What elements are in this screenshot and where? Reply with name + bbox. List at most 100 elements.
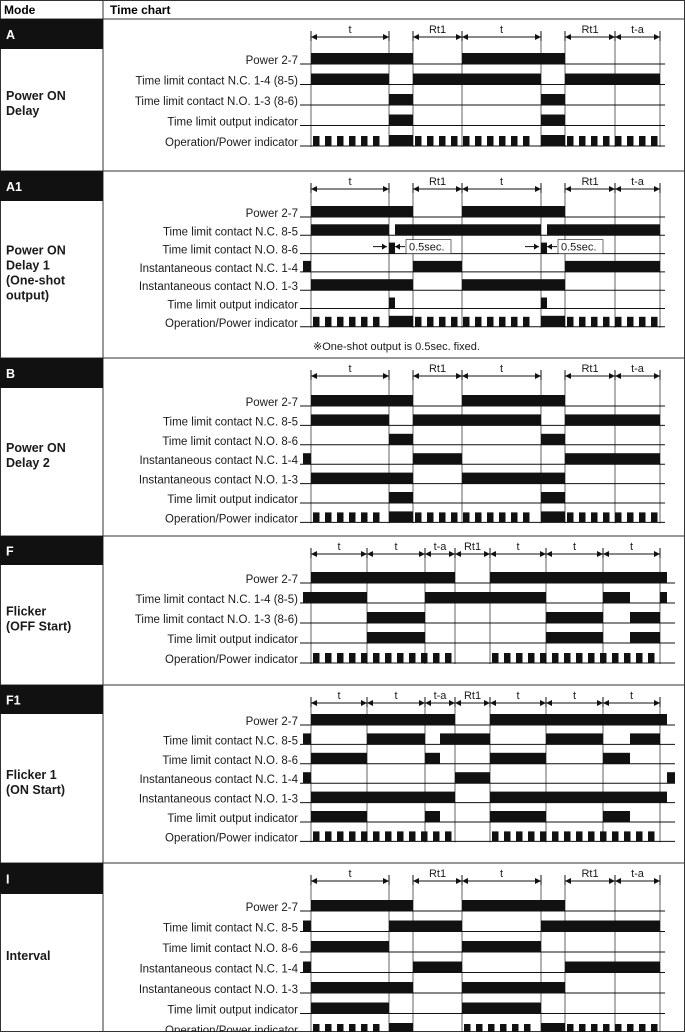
blink-pulse — [511, 316, 518, 327]
blink-pulse — [588, 653, 595, 663]
period-arrowhead — [456, 878, 462, 884]
period-label: t — [348, 868, 351, 880]
mode-name-line: (ON Start) — [6, 783, 65, 797]
signal-high-block — [565, 73, 660, 85]
blink-pulse — [603, 136, 610, 146]
signal-high-block — [462, 941, 541, 952]
blink-pulse — [373, 512, 380, 523]
signal-high-block — [311, 811, 367, 822]
period-arrowhead — [311, 700, 317, 706]
period-arrowhead — [535, 186, 541, 192]
blink-pulse — [492, 831, 499, 842]
signal-high-block — [311, 572, 455, 583]
period-arrowhead — [484, 551, 490, 557]
period-arrowhead — [615, 186, 621, 192]
blink-pulse — [475, 512, 482, 523]
oneshot-label: 0.5sec. — [409, 242, 444, 254]
signal-high-block — [565, 414, 660, 426]
mode-name-line: Power ON — [6, 441, 66, 455]
blink-pulse — [612, 831, 619, 842]
period-arrowhead — [535, 373, 541, 379]
blink-pulse — [492, 653, 499, 663]
blink-pulse — [567, 136, 574, 146]
blink-pulse — [325, 136, 332, 146]
blink-pulse — [504, 653, 511, 663]
signal-high-block — [490, 791, 667, 803]
period-arrowhead — [565, 34, 571, 40]
blink-pulse — [433, 831, 440, 842]
signal-high-block — [389, 297, 395, 309]
signal-label: Time limit contact N.C. 1-4 (8-5) — [135, 76, 298, 88]
signal-label: Power 2-7 — [246, 208, 298, 220]
period-label: t — [337, 690, 340, 702]
mode-tag: B — [6, 367, 15, 381]
signal-high-block — [413, 73, 541, 85]
blink-pulse — [648, 653, 655, 663]
blink-pulse — [487, 136, 494, 146]
blink-pulse — [445, 831, 452, 842]
period-arrowhead — [603, 551, 609, 557]
blink-pulse — [385, 653, 392, 663]
blink-pulse — [361, 136, 368, 146]
mode-name-line: Delay 2 — [6, 456, 50, 470]
period-arrowhead — [609, 34, 615, 40]
blink-pulse — [439, 316, 446, 327]
signal-high-block — [303, 733, 311, 745]
blink-pulse — [579, 316, 586, 327]
blink-pulse — [511, 136, 518, 146]
signal-high-block — [490, 592, 546, 603]
blink-pulse — [464, 1024, 471, 1032]
signal-high-block — [303, 920, 311, 932]
period-label: Rt1 — [464, 690, 481, 702]
signal-label: Instantaneous contact N.C. 1-4 — [139, 455, 298, 467]
blink-pulse — [552, 831, 559, 842]
period-arrowhead — [597, 700, 603, 706]
blink-pulse — [361, 316, 368, 327]
signal-high-block — [541, 492, 565, 503]
blink-pulse — [476, 1024, 483, 1032]
signal-label: Time limit contact N.O. 8-6 — [162, 436, 298, 448]
mode-tag: I — [6, 873, 9, 887]
mode-tag-box — [0, 863, 103, 894]
signal-label: Instantaneous contact N.O. 1-3 — [139, 281, 298, 293]
mode-tag-box — [0, 171, 103, 201]
signal-high-block — [389, 94, 413, 105]
blink-pulse — [588, 831, 595, 842]
blink-pulse — [397, 831, 404, 842]
period-label: t-a — [434, 541, 448, 553]
blink-pulse — [475, 136, 482, 146]
signal-high-block — [541, 114, 565, 126]
period-arrowhead — [413, 34, 419, 40]
mode-name-line: (One-shot — [6, 274, 66, 288]
blink-pulse — [591, 316, 598, 327]
blink-pulse — [313, 512, 320, 523]
period-arrowhead — [565, 186, 571, 192]
blink-pulse — [512, 1024, 519, 1032]
period-arrowhead — [367, 551, 373, 557]
signal-label: Time limit contact N.C. 8-5 — [163, 416, 298, 428]
blink-pulse — [615, 512, 622, 523]
signal-high-block — [630, 632, 660, 643]
mode-tag-box — [0, 358, 103, 388]
blink-pulse — [337, 831, 344, 842]
blink-pulse — [439, 512, 446, 523]
signal-label: Operation/Power indicator — [165, 137, 298, 149]
signal-high-block — [565, 961, 660, 973]
blink-pulse — [361, 1024, 368, 1032]
blink-pulse — [313, 316, 320, 327]
signal-high-block — [311, 714, 455, 725]
period-arrowhead — [311, 186, 317, 192]
signal-label: Time limit contact N.O. 1-3 (8-6) — [135, 96, 298, 108]
oneshot-label-box — [557, 239, 604, 254]
period-label: t-a — [631, 868, 645, 880]
blink-pulse — [397, 653, 404, 663]
blink-pulse — [615, 316, 622, 327]
period-label: t — [516, 541, 519, 553]
period-arrowhead — [449, 700, 455, 706]
signal-high-block — [303, 260, 311, 272]
signal-high-block — [541, 94, 565, 105]
blink-pulse — [349, 1024, 356, 1032]
signal-high-block — [413, 414, 541, 426]
signal-high-block — [311, 982, 413, 993]
